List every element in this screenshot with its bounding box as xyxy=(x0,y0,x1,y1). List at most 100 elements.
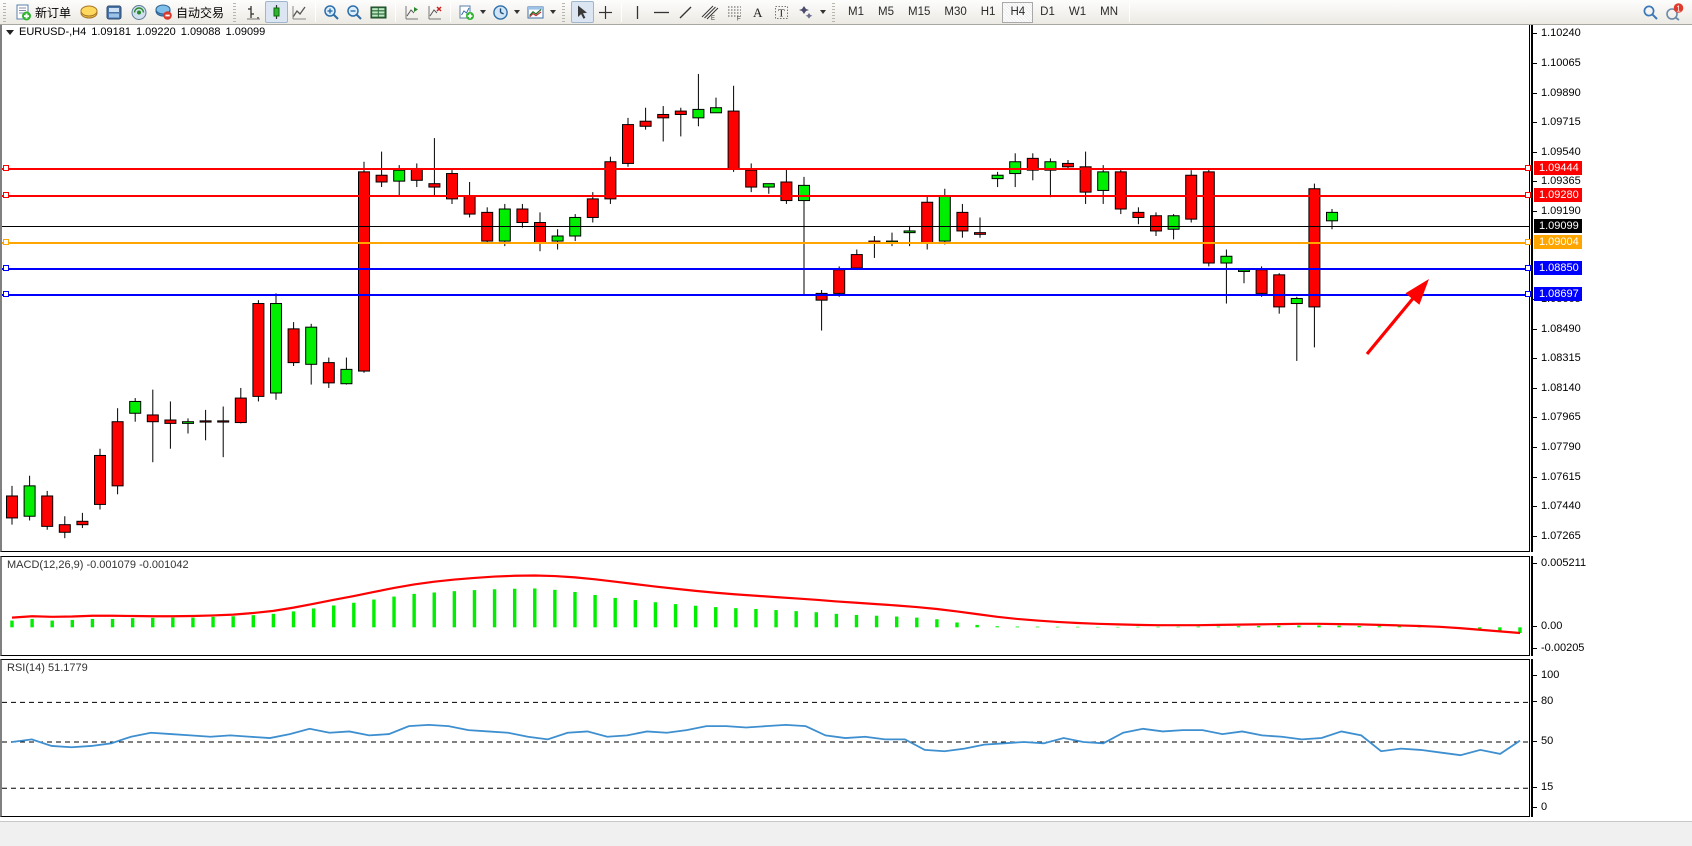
price-line-anchor-support-1[interactable] xyxy=(3,265,9,272)
toolbar-grip-3[interactable] xyxy=(561,2,569,22)
price-pane[interactable]: EURUSD-,H4 1.09181 1.09220 1.09088 1.090… xyxy=(0,25,1530,552)
price-line-anchor-resistance-1[interactable] xyxy=(3,192,9,199)
price-line-support-2[interactable] xyxy=(2,293,1529,296)
candlestick-chart-button[interactable] xyxy=(265,1,289,23)
svg-text:T: T xyxy=(778,7,785,19)
macd-pane[interactable]: MACD(12,26,9) -0.001079 -0.001042 xyxy=(0,556,1530,656)
price-line-handle[interactable] xyxy=(1525,265,1531,272)
price-line-resistance-2[interactable] xyxy=(2,167,1529,170)
price-line-handle[interactable] xyxy=(1525,290,1531,297)
rsi-axis-tick: 15 xyxy=(1533,781,1553,793)
crosshair-button[interactable] xyxy=(594,1,617,23)
auto-trading-label: 自动交易 xyxy=(176,5,225,20)
chart-menu-icon[interactable] xyxy=(6,29,14,35)
chart-shift-button[interactable] xyxy=(400,1,423,23)
price-axis-tick: 1.09540 xyxy=(1533,146,1581,158)
auto-scroll-button[interactable] xyxy=(423,1,446,23)
auto-trading-button[interactable]: 自动交易 xyxy=(152,1,230,23)
timeframe-m5[interactable]: M5 xyxy=(878,6,894,18)
ohlc-open: 1.09181 xyxy=(91,26,131,38)
timeframe-h1[interactable]: H1 xyxy=(980,6,996,18)
svg-text:F: F xyxy=(737,16,741,21)
price-line-handle[interactable] xyxy=(1525,164,1531,171)
toolbar-grip-2[interactable] xyxy=(232,2,240,22)
line-chart-button[interactable] xyxy=(288,1,311,23)
new-order-button[interactable]: 新订单 xyxy=(12,1,77,23)
price-tag-pivot[interactable]: 1.09004 xyxy=(1534,235,1582,250)
timeframe-mn[interactable]: MN xyxy=(1100,6,1118,18)
svg-text:A: A xyxy=(753,5,763,20)
price-line-anchor-support-2[interactable] xyxy=(3,290,9,297)
timeframe-m30[interactable]: M30 xyxy=(944,6,967,18)
macd-label: MACD(12,26,9) -0.001079 -0.001042 xyxy=(7,559,189,571)
chevron-down-icon[interactable] xyxy=(550,10,557,14)
price-axis-tick: 1.08315 xyxy=(1533,352,1581,364)
vertical-line-button[interactable] xyxy=(626,1,649,23)
macd-axis[interactable]: 0.005211 0.00 -0.00205 xyxy=(1531,556,1692,656)
timeframe-d1[interactable]: D1 xyxy=(1040,6,1055,18)
toolbar-separator-5 xyxy=(1129,2,1130,22)
price-axis-tick: 1.10240 xyxy=(1533,27,1581,39)
notification-bell-icon[interactable]: 1 xyxy=(1662,1,1688,23)
trendline-button[interactable] xyxy=(674,1,697,23)
chevron-down-icon[interactable] xyxy=(480,10,487,14)
price-axis-tick: 1.07790 xyxy=(1533,441,1581,453)
chevron-down-icon[interactable] xyxy=(514,10,521,14)
templates-button[interactable] xyxy=(523,1,559,23)
price-line-handle[interactable] xyxy=(1525,239,1531,246)
rsi-series xyxy=(2,701,1529,789)
rsi-axis[interactable]: 100 80 50 15 0 xyxy=(1531,659,1692,817)
price-axis-tick: 1.07615 xyxy=(1533,471,1581,483)
fibonacci-button[interactable]: F xyxy=(722,1,747,23)
expert-advisors-button[interactable] xyxy=(77,1,102,23)
price-axis-tick: 1.07265 xyxy=(1533,530,1581,542)
timeframe-w1[interactable]: W1 xyxy=(1068,6,1087,18)
price-tag-support-1[interactable]: 1.08850 xyxy=(1534,261,1582,276)
zoom-out-button[interactable] xyxy=(343,1,366,23)
price-line-anchor-pivot[interactable] xyxy=(3,239,9,246)
timeframe-h4[interactable]: H4 xyxy=(1002,1,1034,23)
horizontal-line-button[interactable] xyxy=(649,1,674,23)
cursor-button[interactable] xyxy=(571,1,595,23)
timeframe-m15[interactable]: M15 xyxy=(908,6,931,18)
macd-axis-tick: 0.00 xyxy=(1533,620,1562,632)
price-line-anchor-resistance-2[interactable] xyxy=(3,164,9,171)
toolbar-separator-2 xyxy=(395,2,397,22)
equidistant-channel-button[interactable]: E xyxy=(697,1,722,23)
price-line-handle[interactable] xyxy=(1525,192,1531,199)
price-tag-resistance-1[interactable]: 1.09280 xyxy=(1534,188,1582,203)
data-window-button[interactable] xyxy=(102,1,127,23)
chevron-down-icon[interactable] xyxy=(820,10,827,14)
rsi-axis-tick: 100 xyxy=(1533,669,1559,681)
price-tag-support-2[interactable]: 1.08697 xyxy=(1534,286,1582,301)
macd-axis-tick: -0.00205 xyxy=(1533,642,1584,654)
price-line-last-price[interactable] xyxy=(2,226,1529,228)
toolbar-grip-4[interactable] xyxy=(831,2,839,22)
ohlc-low: 1.09088 xyxy=(180,26,221,38)
shapes-button[interactable] xyxy=(793,1,829,23)
price-line-resistance-1[interactable] xyxy=(2,195,1529,198)
price-axis[interactable]: 1.10240 1.10065 1.09890 1.09715 1.09540 1.093… xyxy=(1525,25,1692,552)
rsi-pane[interactable]: RSI(14) 51.1779 xyxy=(0,659,1530,817)
ohlc-close: 1.09099 xyxy=(225,26,266,38)
price-tag-resistance-2[interactable]: 1.09444 xyxy=(1534,160,1582,175)
timeframe-m1[interactable]: M1 xyxy=(848,6,865,18)
period-button[interactable] xyxy=(489,1,523,23)
data-grid-button[interactable] xyxy=(366,1,391,23)
search-icon[interactable] xyxy=(1639,1,1662,23)
price-axis-tick: 1.09890 xyxy=(1533,87,1581,99)
toolbar-grip[interactable] xyxy=(2,2,9,22)
bar-chart-button[interactable] xyxy=(242,1,265,23)
price-line-support-1[interactable] xyxy=(2,268,1529,271)
price-line-pivot[interactable] xyxy=(2,242,1529,245)
signals-button[interactable] xyxy=(127,1,152,23)
new-order-label: 新订单 xyxy=(35,5,72,20)
indicators-button[interactable] xyxy=(455,1,489,23)
price-axis-tick: 1.08140 xyxy=(1533,382,1581,394)
price-axis-tick: 1.07440 xyxy=(1533,500,1581,512)
rsi-axis-tick: 0 xyxy=(1533,801,1547,813)
text-label-button[interactable]: A xyxy=(747,1,770,23)
price-tag-last-price[interactable]: 1.09099 xyxy=(1534,219,1582,234)
zoom-in-button[interactable] xyxy=(320,1,343,23)
text-button[interactable]: T xyxy=(770,1,793,23)
